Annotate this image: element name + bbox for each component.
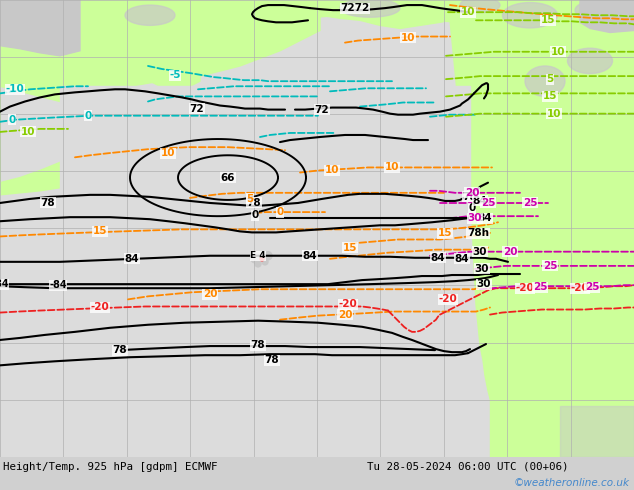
Polygon shape xyxy=(560,0,634,56)
Text: 25: 25 xyxy=(585,282,599,292)
Text: 84: 84 xyxy=(125,254,139,264)
Text: 78: 78 xyxy=(113,345,127,355)
Text: 15: 15 xyxy=(437,228,452,239)
Circle shape xyxy=(264,252,272,260)
Polygon shape xyxy=(560,406,634,457)
Text: 30: 30 xyxy=(473,246,488,257)
Polygon shape xyxy=(490,386,634,457)
Text: 66: 66 xyxy=(221,172,235,183)
Text: 72: 72 xyxy=(314,104,329,115)
Text: 25: 25 xyxy=(523,198,537,208)
Text: 78: 78 xyxy=(41,198,55,208)
Text: 15: 15 xyxy=(543,92,557,101)
Text: ©weatheronline.co.uk: ©weatheronline.co.uk xyxy=(514,478,630,488)
Text: -10: -10 xyxy=(6,84,24,94)
Text: 10: 10 xyxy=(547,109,561,119)
Text: 15: 15 xyxy=(93,226,107,236)
Ellipse shape xyxy=(525,66,565,97)
Ellipse shape xyxy=(575,0,625,20)
Text: 0: 0 xyxy=(251,210,259,220)
Polygon shape xyxy=(0,0,200,91)
Text: 0: 0 xyxy=(276,207,283,217)
Polygon shape xyxy=(0,0,170,195)
Circle shape xyxy=(262,259,268,265)
Ellipse shape xyxy=(340,0,400,17)
Text: 84: 84 xyxy=(477,213,493,223)
Text: 0: 0 xyxy=(84,111,92,121)
Polygon shape xyxy=(270,0,480,28)
Text: 10: 10 xyxy=(21,127,36,137)
Ellipse shape xyxy=(567,48,612,74)
Polygon shape xyxy=(0,0,634,35)
Ellipse shape xyxy=(460,0,500,13)
Text: 30: 30 xyxy=(475,264,489,274)
Text: 5: 5 xyxy=(247,194,254,204)
Text: 5: 5 xyxy=(547,74,553,84)
Text: 30: 30 xyxy=(477,279,491,289)
Text: 0: 0 xyxy=(8,115,16,125)
Text: 10: 10 xyxy=(325,166,339,175)
Polygon shape xyxy=(0,0,80,56)
Text: 78h: 78h xyxy=(467,228,489,239)
Text: 78: 78 xyxy=(247,198,261,208)
Circle shape xyxy=(255,261,261,267)
Text: 15: 15 xyxy=(541,15,555,25)
Text: 72: 72 xyxy=(190,103,204,114)
Text: 20: 20 xyxy=(465,188,479,198)
Text: 78: 78 xyxy=(250,340,265,350)
Circle shape xyxy=(251,255,259,263)
Polygon shape xyxy=(0,0,320,106)
Text: 20: 20 xyxy=(338,310,353,319)
Text: -20: -20 xyxy=(571,283,590,293)
Bar xyxy=(60,86,470,401)
Text: -20: -20 xyxy=(439,294,457,304)
Text: 0: 0 xyxy=(469,203,476,213)
Text: 7272: 7272 xyxy=(340,3,370,13)
Ellipse shape xyxy=(10,8,50,33)
Text: 84: 84 xyxy=(430,253,445,263)
Text: 10: 10 xyxy=(161,148,175,158)
Text: E 4: E 4 xyxy=(250,251,266,260)
Text: -5: -5 xyxy=(169,70,181,80)
Text: -20: -20 xyxy=(91,302,110,313)
Text: 78: 78 xyxy=(463,192,477,202)
Text: 84: 84 xyxy=(455,254,469,264)
Text: 10: 10 xyxy=(401,32,415,43)
Text: 25: 25 xyxy=(481,198,495,208)
Text: 78: 78 xyxy=(264,355,280,365)
Text: -20: -20 xyxy=(515,283,534,293)
Text: 84: 84 xyxy=(473,196,488,206)
Text: 25: 25 xyxy=(533,282,547,292)
Text: -84: -84 xyxy=(49,280,67,290)
Text: 10: 10 xyxy=(385,163,399,172)
Text: 20: 20 xyxy=(203,289,217,299)
Circle shape xyxy=(260,257,264,261)
Text: 10: 10 xyxy=(461,7,476,17)
Text: 25: 25 xyxy=(543,261,557,271)
Polygon shape xyxy=(580,0,634,32)
Text: Height/Temp. 925 hPa [gdpm] ECMWF: Height/Temp. 925 hPa [gdpm] ECMWF xyxy=(3,462,217,472)
Text: 30: 30 xyxy=(468,213,482,223)
Text: 20: 20 xyxy=(503,246,517,257)
Ellipse shape xyxy=(125,5,175,25)
Polygon shape xyxy=(450,0,634,457)
Text: 84: 84 xyxy=(302,251,317,261)
Ellipse shape xyxy=(503,2,557,28)
Text: Tu 28-05-2024 06:00 UTC (00+06): Tu 28-05-2024 06:00 UTC (00+06) xyxy=(367,462,569,472)
Text: -84: -84 xyxy=(0,279,9,289)
Text: -20: -20 xyxy=(339,299,358,310)
Text: 10: 10 xyxy=(551,47,566,57)
Text: 15: 15 xyxy=(343,243,357,253)
Circle shape xyxy=(255,253,261,259)
